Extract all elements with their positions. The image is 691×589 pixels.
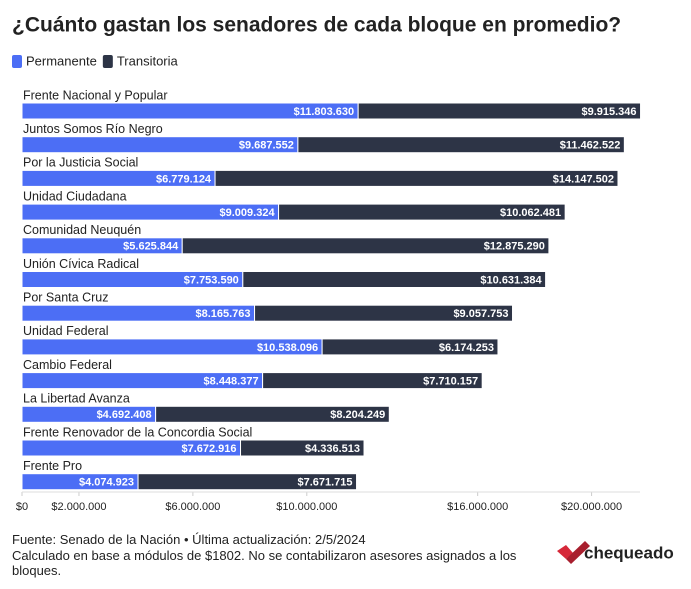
footer: Fuente: Senado de la Nación • Última act… [12,532,552,579]
value-label: $7.710.157 [423,376,478,388]
logo-mark [566,541,590,564]
x-tick-label: $2.000.000 [51,501,106,513]
value-label: $8.165.763 [195,308,250,320]
bar-segment [262,372,483,390]
value-label: $8.448.377 [204,376,259,388]
value-label: $11.462.522 [560,140,621,152]
category-label: Frente Renovador de la Concordia Social [23,425,252,439]
x-tick-label: $0 [16,501,28,513]
bar-segment [242,271,547,288]
x-tick-label: $10.000.000 [276,501,337,513]
bar-segment [137,473,358,491]
bar-segment [357,102,642,120]
value-label: $5.625.844 [123,241,179,253]
legend-label: Transitoria [117,53,179,68]
value-label: $9.009.324 [220,207,276,219]
value-label: $10.062.481 [500,207,561,219]
bar-segment [181,237,550,255]
bar-segment [278,203,566,221]
value-label: $6.174.253 [439,342,494,354]
value-label: $4.074.923 [79,477,134,489]
category-label: Frente Pro [23,459,82,473]
bar-segment [321,338,499,356]
category-label: Comunidad Neuquén [23,223,141,237]
value-label: $8.204.249 [330,409,385,421]
legend-label: Permanente [26,53,97,68]
value-label: $11.803.630 [294,106,355,118]
value-label: $6.779.124 [156,173,212,185]
value-label: $10.631.384 [480,274,542,286]
bar-segment [297,136,625,154]
x-tick-label: $16.000.000 [447,501,508,513]
source: Fuente: Senado de la Nación • Última act… [12,532,366,547]
value-label: $7.672.916 [181,443,236,455]
value-label: $7.753.590 [184,274,239,286]
value-label: $9.687.552 [239,140,294,152]
x-tick-label: $6.000.000 [165,501,220,513]
value-label: $7.671.715 [297,477,352,489]
category-label: Cambio Federal [23,358,112,372]
value-label: $4.336.513 [305,443,360,455]
bar-segment [155,405,390,423]
x-tick-label: $20.000.000 [561,501,622,513]
bar-segment [240,439,365,457]
bar-segment [254,304,514,322]
value-label: $9.057.753 [453,308,508,320]
legend-swatch [102,55,113,68]
category-label: Frente Nacional y Popular [23,88,168,102]
category-label: Por Santa Cruz [23,290,108,304]
category-label: La Libertad Avanza [23,392,130,406]
chart-title: ¿Cuánto gastan los senadores de cada blo… [12,14,621,37]
value-label: $12.875.290 [484,241,545,253]
value-label: $4.692.408 [97,409,152,421]
value-label: $10.538.096 [257,342,318,354]
logo: chequeado [557,541,674,564]
category-label: Juntos Somos Río Negro [23,122,163,136]
logo-mark [557,545,573,559]
category-label: Unión Cívica Radical [23,257,139,271]
category-label: Por la Justicia Social [23,156,138,170]
legend-swatch [12,55,22,68]
category-label: Unidad Ciudadana [23,189,127,203]
value-label: $14.147.502 [553,173,614,185]
logo-text: chequeado [584,543,674,562]
note: Calculado en base a módulos de $1802. No… [12,547,517,579]
bar-segment [214,169,619,187]
category-label: Unidad Federal [23,324,108,338]
value-label: $9.915.346 [581,106,636,118]
